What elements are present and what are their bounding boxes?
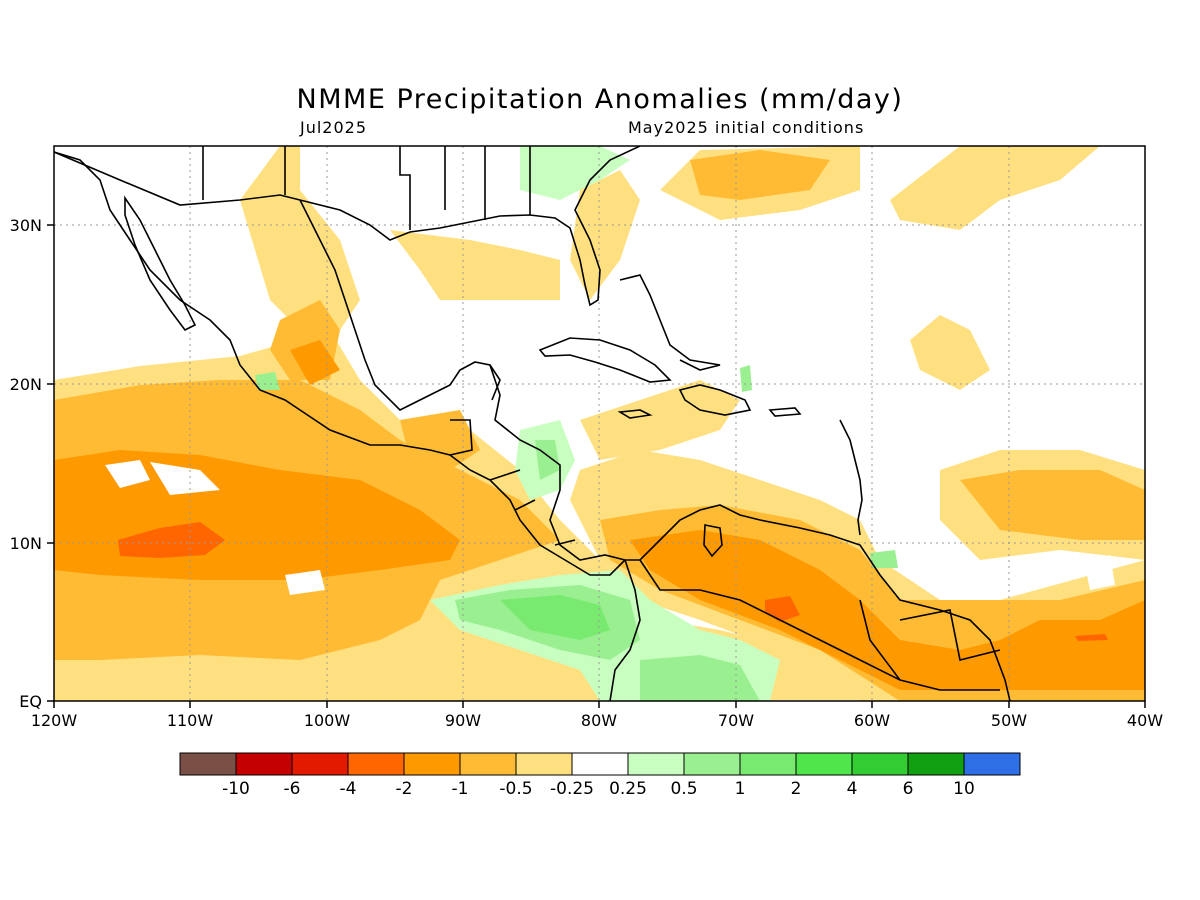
colorbar-label: 0.25 bbox=[609, 779, 647, 799]
south-america-coastline bbox=[625, 504, 1011, 701]
colorbar-label: -6 bbox=[284, 779, 301, 799]
us-internal-border bbox=[202, 146, 531, 230]
colorbar: -10 -6 -4 -2 -1 -0.5 -0.25 0.25 0.5 1 2 4 6 10 bbox=[179, 752, 1021, 799]
central-america-borders bbox=[449, 419, 576, 546]
anomaly-region bbox=[765, 596, 800, 622]
colorbar-swatch bbox=[739, 752, 797, 776]
colorbar-swatch bbox=[515, 752, 573, 776]
lon-label: 40W bbox=[1127, 711, 1163, 730]
anomaly-region bbox=[520, 146, 630, 200]
lat-label: EQ bbox=[19, 692, 42, 711]
colorbar-label: 6 bbox=[903, 779, 914, 799]
tick-marks bbox=[47, 224, 1146, 708]
lon-label: 120W bbox=[31, 711, 78, 730]
colorbar-swatch bbox=[459, 752, 517, 776]
coastlines bbox=[54, 146, 1011, 701]
anomaly-region bbox=[500, 595, 610, 640]
us-gulf-coast bbox=[299, 146, 641, 307]
anomaly-region bbox=[690, 150, 830, 200]
anomaly-region bbox=[740, 365, 752, 392]
colorbar-swatch bbox=[571, 752, 629, 776]
anomaly-region bbox=[1085, 555, 1115, 590]
initial-conditions-label: May2025 initial conditions bbox=[628, 118, 865, 137]
colorbar-label: 1 bbox=[735, 779, 746, 799]
anomaly-region bbox=[285, 570, 325, 595]
anomaly-region bbox=[240, 146, 360, 330]
colorbar-label: -2 bbox=[396, 779, 413, 799]
anomaly-region bbox=[1075, 634, 1108, 641]
central-america-caribbean-coast bbox=[489, 364, 626, 561]
map-title: NMME Precipitation Anomalies (mm/day) bbox=[296, 84, 904, 115]
north-america-coastline bbox=[54, 151, 451, 456]
lon-label: 60W bbox=[854, 711, 890, 730]
lat-label: 20N bbox=[10, 375, 42, 394]
lon-label: 50W bbox=[991, 711, 1027, 730]
anomaly-region bbox=[390, 230, 560, 300]
colorbar-label: -0.5 bbox=[499, 779, 532, 799]
colorbar-swatch bbox=[403, 752, 461, 776]
lon-label: 90W bbox=[445, 711, 481, 730]
colorbar-swatch bbox=[907, 752, 965, 776]
lesser-antilles bbox=[839, 419, 863, 536]
anomaly-region bbox=[580, 380, 740, 460]
colorbar-label: 4 bbox=[847, 779, 858, 799]
south-america-borders bbox=[639, 559, 1001, 691]
puerto-rico bbox=[768, 407, 802, 417]
lat-label: 10N bbox=[10, 534, 42, 553]
central-america-coastline bbox=[449, 454, 626, 576]
colorbar-swatch bbox=[851, 752, 909, 776]
hispaniola bbox=[678, 384, 752, 416]
lon-label: 110W bbox=[167, 711, 214, 730]
south-america-pacific-coast bbox=[609, 559, 641, 701]
anomaly-region bbox=[910, 315, 990, 390]
colorbar-swatch bbox=[179, 752, 237, 776]
colorbar-label: 0.5 bbox=[670, 779, 697, 799]
lon-label: 80W bbox=[581, 711, 617, 730]
lon-label: 70W bbox=[718, 711, 754, 730]
anomaly-region bbox=[150, 462, 220, 495]
colorbar-swatch bbox=[683, 752, 741, 776]
colorbar-swatch bbox=[291, 752, 349, 776]
colorbar-swatch bbox=[795, 752, 853, 776]
jamaica bbox=[617, 409, 653, 419]
colorbar-label: -1 bbox=[452, 779, 469, 799]
colorbar-swatch bbox=[235, 752, 293, 776]
colorbar-label: 10 bbox=[953, 779, 975, 799]
anomaly-region bbox=[570, 170, 640, 300]
anomaly-region bbox=[255, 372, 280, 390]
lake-maracaibo bbox=[703, 524, 723, 558]
gulf-of-mexico-coast bbox=[299, 199, 501, 411]
latitude-labels: 30N 20N 10N EQ bbox=[10, 216, 42, 711]
us-mexico-border bbox=[54, 151, 301, 206]
colorbar-swatch bbox=[347, 752, 405, 776]
anomaly-region bbox=[960, 470, 1145, 540]
florida-keys-islands bbox=[619, 274, 721, 371]
lat-label: 30N bbox=[10, 216, 42, 235]
anomaly-region bbox=[400, 410, 480, 470]
lon-label: 100W bbox=[304, 711, 351, 730]
valid-month-label: Jul2025 bbox=[300, 118, 368, 137]
anomaly-region bbox=[105, 460, 150, 488]
anomaly-field bbox=[54, 146, 1145, 701]
anomaly-region bbox=[118, 522, 225, 558]
colorbar-label: 2 bbox=[791, 779, 802, 799]
anomaly-region bbox=[890, 146, 1100, 230]
colorbar-label: -10 bbox=[222, 779, 250, 799]
cuba bbox=[538, 337, 672, 383]
grid-lines bbox=[54, 146, 1145, 701]
anomaly-region bbox=[630, 530, 1145, 690]
anomaly-region bbox=[640, 655, 760, 701]
colorbar-swatch bbox=[963, 752, 1021, 776]
baja-california bbox=[124, 195, 197, 332]
anomaly-region bbox=[870, 550, 898, 568]
colorbar-swatch bbox=[627, 752, 685, 776]
longitude-labels: 120W 110W 100W 90W 80W 70W 60W 50W 40W bbox=[31, 711, 1163, 730]
colorbar-label: -0.25 bbox=[550, 779, 594, 799]
colorbar-label: -4 bbox=[340, 779, 357, 799]
